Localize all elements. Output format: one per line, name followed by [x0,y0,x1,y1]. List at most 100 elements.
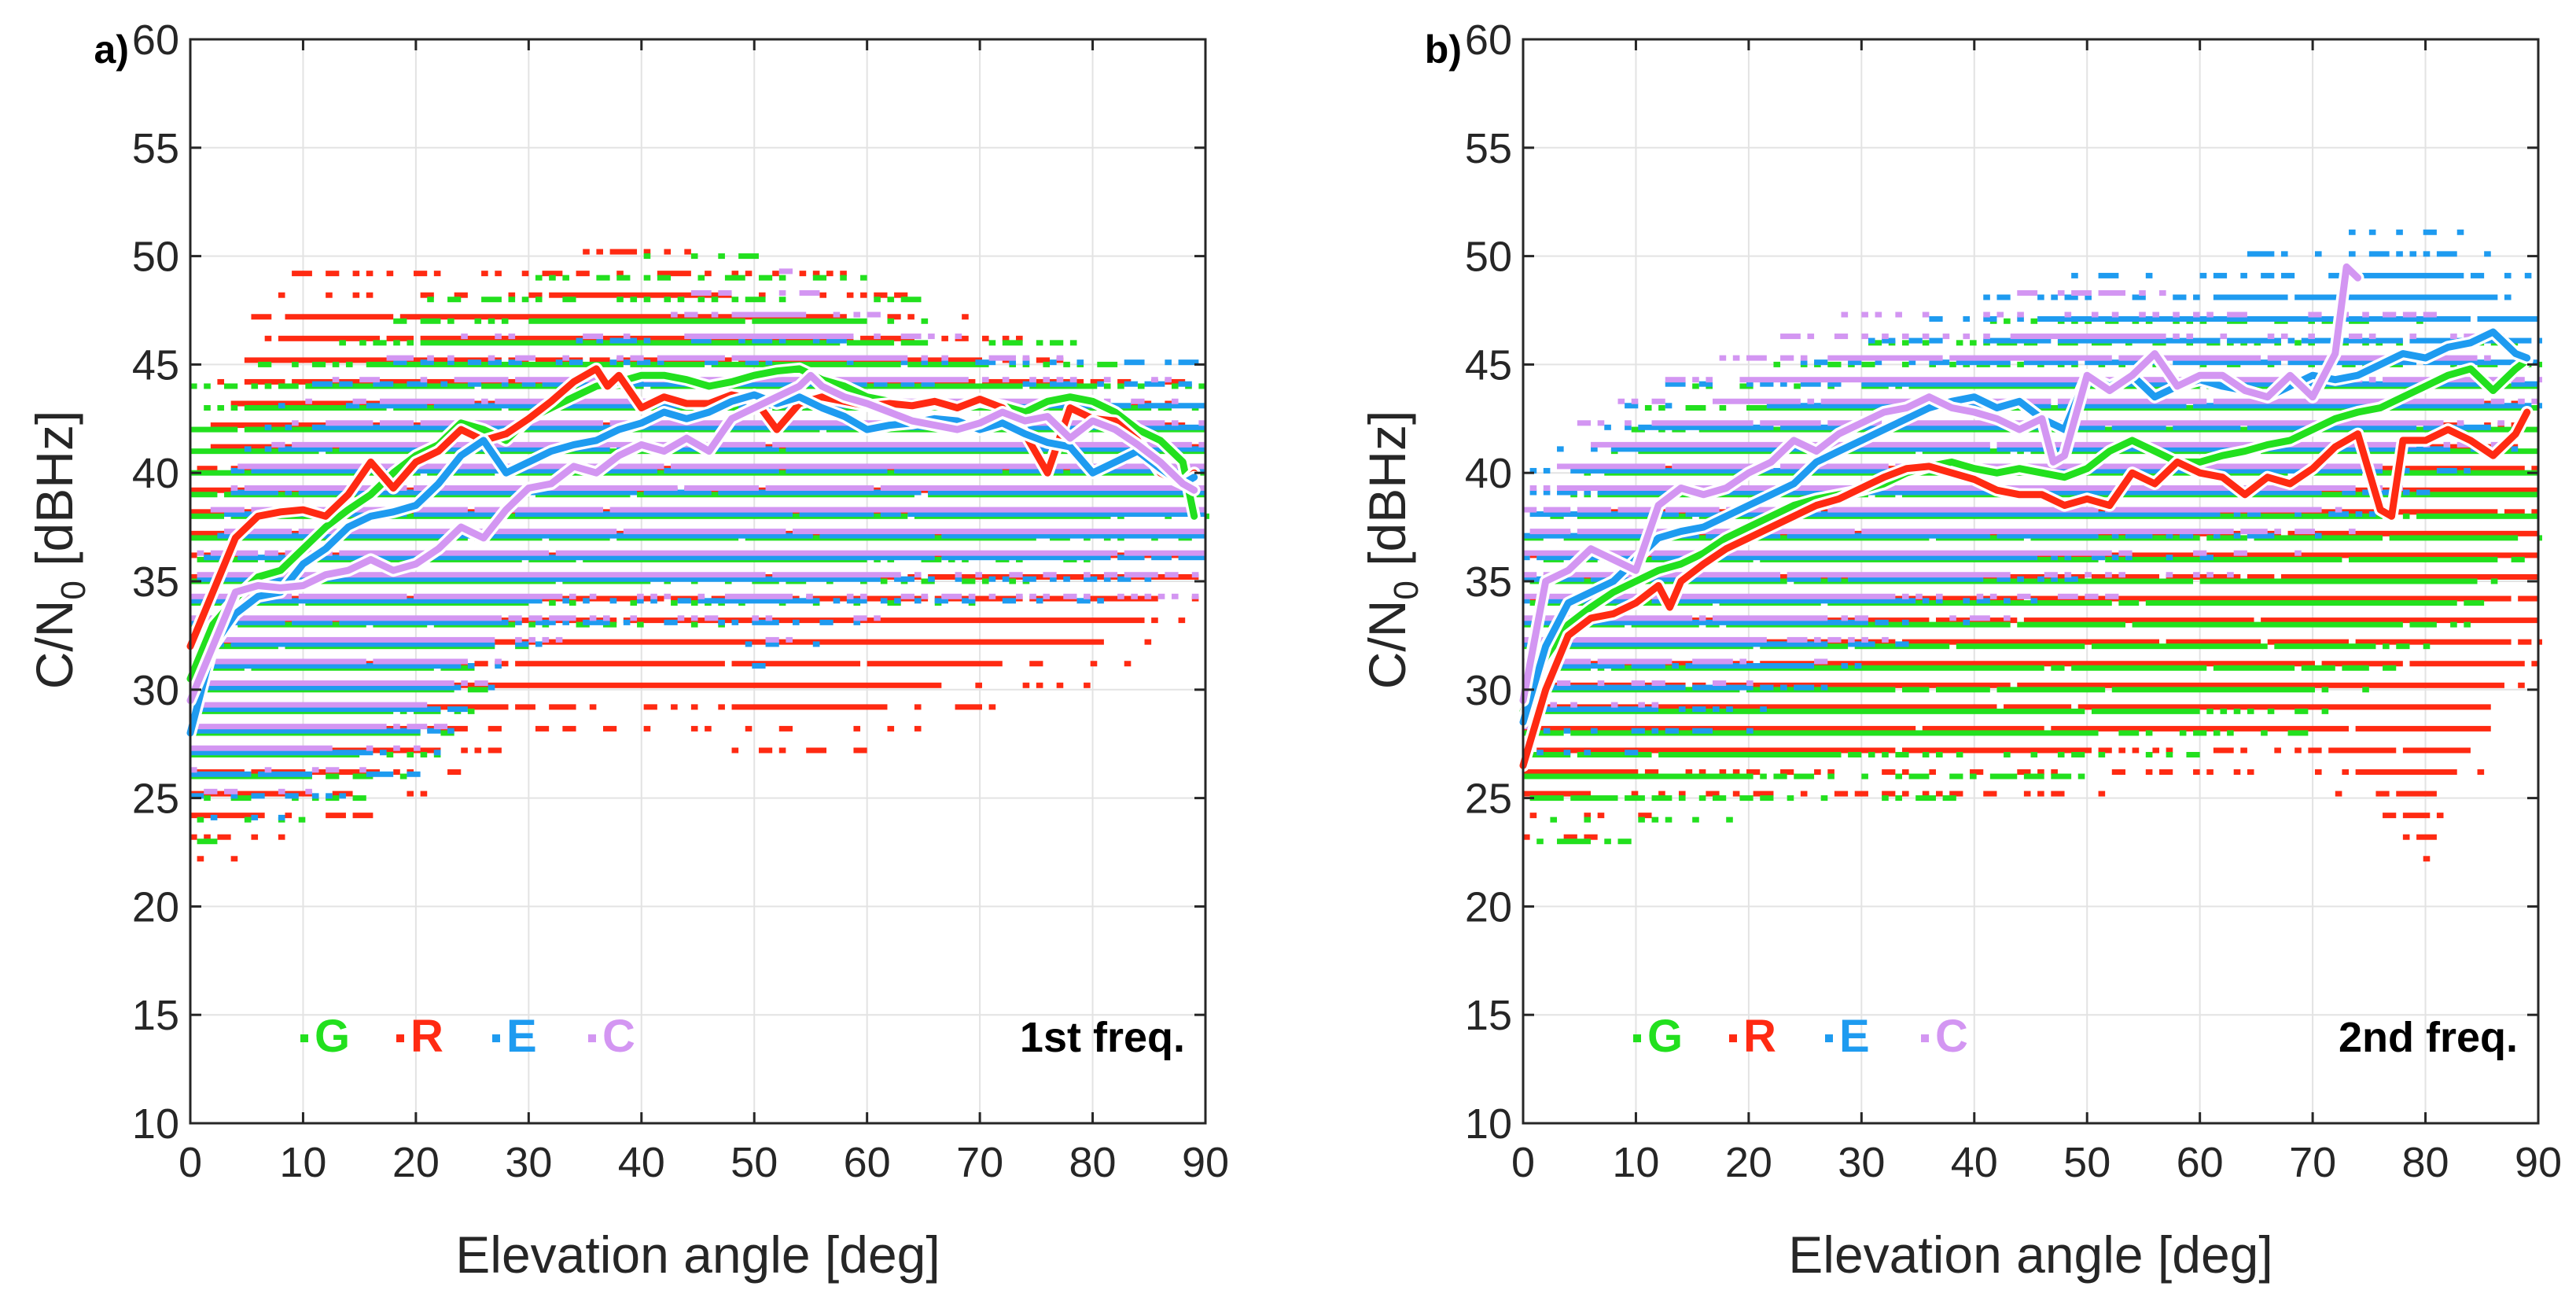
scatter-point-R [447,769,462,776]
scatter-point-G [2118,600,2140,606]
scatter-point-G [657,275,672,281]
scatter-point-E [914,598,922,604]
scatter-point-C [589,593,597,599]
scatter-point-C [2497,420,2504,426]
scatter-point-C [1009,572,1023,578]
scatter-point-G [812,275,827,281]
scatter-point-E [812,641,820,647]
scatter-point-C [711,311,719,318]
scatter-point-E [2051,576,2058,582]
scatter-point-C [752,615,759,621]
scatter-point-R [251,314,272,320]
scatter-point-R [1983,791,1997,797]
scatter-point-E [1983,337,2052,344]
scatter-point-G [2233,708,2241,714]
scatter-point-R [1834,791,1849,797]
scatter-point-C [2490,398,2504,404]
scatter-point-E [278,814,285,820]
scatter-point-C [1577,507,1611,513]
scatter-point-E [488,684,495,691]
scatter-point-G [190,383,197,389]
scatter-point-E [1151,555,1172,561]
y-tick-label: 35 [1465,558,1512,606]
scatter-point-R [962,314,969,320]
x-axis-label: Elevation angle [deg] [455,1225,940,1284]
scatter-point-C [190,702,428,708]
scatter-point-R [643,249,651,255]
scatter-point-G [2098,751,2106,757]
scatter-point-E [2166,533,2173,539]
scatter-point-G [1529,795,1564,802]
scatter-point-R [2051,769,2058,776]
scatter-point-R [2166,573,2241,580]
scatter-point-E [921,359,929,366]
scatter-point-E [1698,381,1713,387]
scatter-point-C [792,529,1205,535]
scatter-point-E [705,359,719,366]
scatter-point-C [2057,398,2207,404]
scatter-point-C [1901,334,1909,340]
scatter-point-C [1577,529,1693,535]
scatter-point-C [975,572,982,578]
scatter-point-C [1543,507,1571,513]
series-line-G [186,365,1198,683]
scatter-point-C [1056,355,1064,361]
scatter-point-C [671,311,678,318]
scatter-point-E [1631,662,1665,669]
x-tick-label: 10 [1612,1139,1659,1186]
scatter-point-C [833,311,841,318]
scatter-point-R [399,314,847,320]
scatter-point-C [988,355,1017,361]
scatter-point-E [251,467,374,474]
scatter-point-R [1882,791,1896,797]
scatter-point-E [190,662,462,669]
scatter-point-G [420,318,441,324]
scatter-point-C [988,593,996,599]
scatter-point-E [366,403,428,409]
scatter-point-G [1970,340,1977,346]
scatter-point-E [2051,555,2058,561]
scatter-point-G [1617,838,1632,845]
scatter-point-E [285,793,299,799]
scatter-point-C [705,615,719,621]
scatter-point-G [217,405,225,411]
scatter-point-G [258,361,272,367]
scatter-point-E [414,511,509,518]
scatter-point-C [731,355,908,361]
scatter-point-C [1814,636,1821,643]
scatter-point-C [955,572,962,578]
scatter-point-C [914,572,922,578]
scatter-point-E [1631,728,1645,734]
scatter-point-G [1665,816,1673,823]
scatter-point-R [2166,747,2173,754]
scatter-point-E [230,489,278,496]
scatter-point-G [2362,687,2369,693]
scatter-point-C [2193,572,2200,578]
scatter-point-R [326,271,340,277]
scatter-point-G [2105,556,2342,562]
scatter-point-R [1016,335,1023,341]
scatter-point-C [2071,289,2092,296]
scatter-point-G [1895,751,1909,757]
scatter-point-R [1658,791,1665,797]
scatter-point-C [867,311,881,318]
panel-label: b) [1425,28,1462,72]
scatter-point-C [474,680,488,687]
scatter-point-E [508,359,522,366]
scatter-point-C [190,745,333,751]
scatter-point-R [853,747,867,754]
scatter-point-E [596,337,604,344]
scatter-point-G [2383,665,2397,671]
scatter-point-R [474,747,482,754]
scatter-point-E [1165,359,1172,366]
scatter-point-C [339,550,550,556]
series-line-G [1519,356,2531,715]
scatter-point-E [1773,511,2221,518]
scatter-point-C [941,593,962,599]
scatter-point-G [2416,513,2538,519]
scatter-point-G [467,687,488,693]
scatter-point-R [2051,725,2350,732]
scatter-point-G [1069,340,1077,346]
scatter-point-R [562,725,576,732]
scatter-point-R [2355,639,2512,645]
